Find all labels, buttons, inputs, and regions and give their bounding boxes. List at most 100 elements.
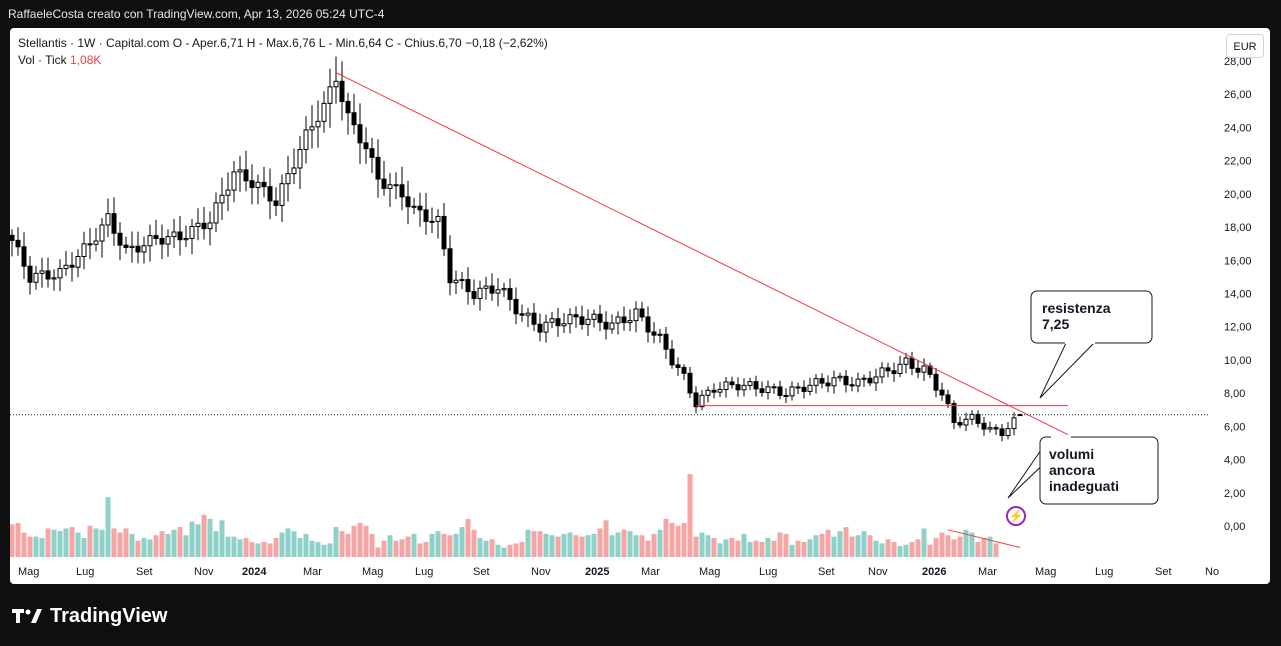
volume-bar	[123, 528, 129, 557]
volume-bar	[297, 537, 303, 557]
volume-value: 1,08K	[70, 53, 102, 67]
candle	[867, 371, 873, 387]
candle-body-up	[567, 314, 573, 325]
x-tick-label: Mar	[978, 566, 997, 578]
candle	[699, 389, 705, 411]
candle-body-up	[237, 169, 243, 173]
volume-bar	[93, 528, 99, 557]
candle-body-down	[753, 381, 759, 390]
y-axis: 28,00 26,00 24,00 22,00 20,00 18,00 16,00 14,00…	[1224, 56, 1252, 533]
volume-bar	[315, 542, 321, 557]
volume-bar	[75, 532, 81, 557]
candle	[837, 372, 843, 382]
candle-body-up	[105, 213, 111, 226]
attribution-text: RaffaeleCosta creato con TradingView.com…	[8, 7, 385, 21]
candle-body-down	[729, 381, 735, 386]
volume-bar	[231, 536, 237, 557]
candle-body-down	[801, 386, 807, 392]
candle-body-down	[669, 348, 675, 366]
candle-body-up	[903, 357, 909, 365]
candle-body-up	[141, 245, 147, 253]
candle-body-up	[741, 384, 747, 391]
y-tick-label: 6,00	[1224, 421, 1245, 433]
candle-body-down	[957, 422, 963, 426]
volume-bar	[675, 525, 681, 557]
candle	[519, 304, 525, 322]
volume-bar	[609, 535, 615, 557]
candle-body-down	[21, 246, 27, 267]
tradingview-logo-icon	[12, 609, 42, 623]
volume-bar	[537, 531, 543, 557]
candle-body-up	[813, 378, 819, 386]
candle	[897, 355, 903, 378]
y-tick-label: 24,00	[1224, 122, 1252, 134]
x-tick-label: Lug	[415, 566, 433, 578]
candle-body-down	[441, 215, 447, 250]
candle-body-down	[471, 291, 477, 300]
candle	[291, 148, 297, 185]
volume-bar	[105, 497, 111, 557]
volume-bar	[261, 542, 267, 557]
candle	[123, 236, 129, 254]
x-tick-label: Nov	[868, 566, 888, 578]
x-tick-label: Set	[136, 566, 153, 578]
candle	[807, 377, 813, 396]
volume-bar	[579, 536, 585, 557]
volume-bar	[303, 533, 309, 557]
candle-body-up	[213, 202, 219, 224]
x-tick-label: No	[1205, 566, 1219, 578]
candle-body-up	[411, 205, 417, 208]
candle-body-down	[951, 403, 957, 424]
volume-bar	[339, 531, 345, 557]
candle-body-up	[309, 126, 315, 131]
volume-bar	[621, 529, 627, 557]
currency-button[interactable]: EUR	[1226, 34, 1264, 58]
candle	[27, 256, 33, 295]
candle-body-down	[351, 112, 357, 126]
candle	[375, 139, 381, 198]
volume-bar	[171, 529, 177, 557]
candle	[339, 61, 345, 121]
volume-bar	[201, 514, 207, 557]
candle	[885, 362, 891, 378]
candle	[933, 368, 939, 398]
candle-body-down	[867, 377, 873, 384]
volume-bar	[657, 529, 663, 557]
x-tick-label: Nov	[194, 566, 214, 578]
volume-bar	[525, 529, 531, 557]
volume-bar	[531, 531, 537, 557]
volume-bar	[183, 535, 189, 557]
volume-bar	[321, 544, 327, 557]
x-tick-label: 2024	[242, 566, 267, 578]
candle	[633, 301, 639, 333]
volume-bar	[837, 531, 843, 557]
candle	[855, 372, 861, 393]
candle	[909, 351, 915, 376]
x-tick-label: Set	[818, 566, 835, 578]
candle-body-up	[765, 386, 771, 394]
candle-body-up	[921, 365, 927, 373]
volume-bar	[51, 529, 57, 557]
x-tick-label: Lug	[76, 566, 94, 578]
candle-body-down	[891, 370, 897, 375]
candle-body-down	[519, 313, 525, 316]
lightning-icon[interactable]: ⚡	[1006, 506, 1026, 526]
candle-body-up	[315, 120, 321, 128]
candle-body-up	[231, 171, 237, 191]
chart-panel[interactable]: resistenza 7,25 volumi ancora inadeguati 28,0…	[10, 28, 1270, 584]
volume-bar	[927, 544, 933, 557]
candle-body-down	[135, 245, 141, 253]
candle	[435, 209, 441, 239]
candle	[15, 227, 21, 256]
volume-bar	[699, 532, 705, 557]
candle-body-down	[555, 318, 561, 327]
candle-body-up	[225, 189, 231, 196]
chart-legend: Stellantis · 1W · Capital.com O - Aper.6…	[18, 35, 548, 69]
candle	[735, 377, 741, 397]
volume-bar	[903, 544, 909, 557]
candle-body-down	[513, 298, 519, 315]
candle-body-up	[789, 386, 795, 397]
candle-body-down	[645, 316, 651, 333]
candle	[99, 218, 105, 258]
